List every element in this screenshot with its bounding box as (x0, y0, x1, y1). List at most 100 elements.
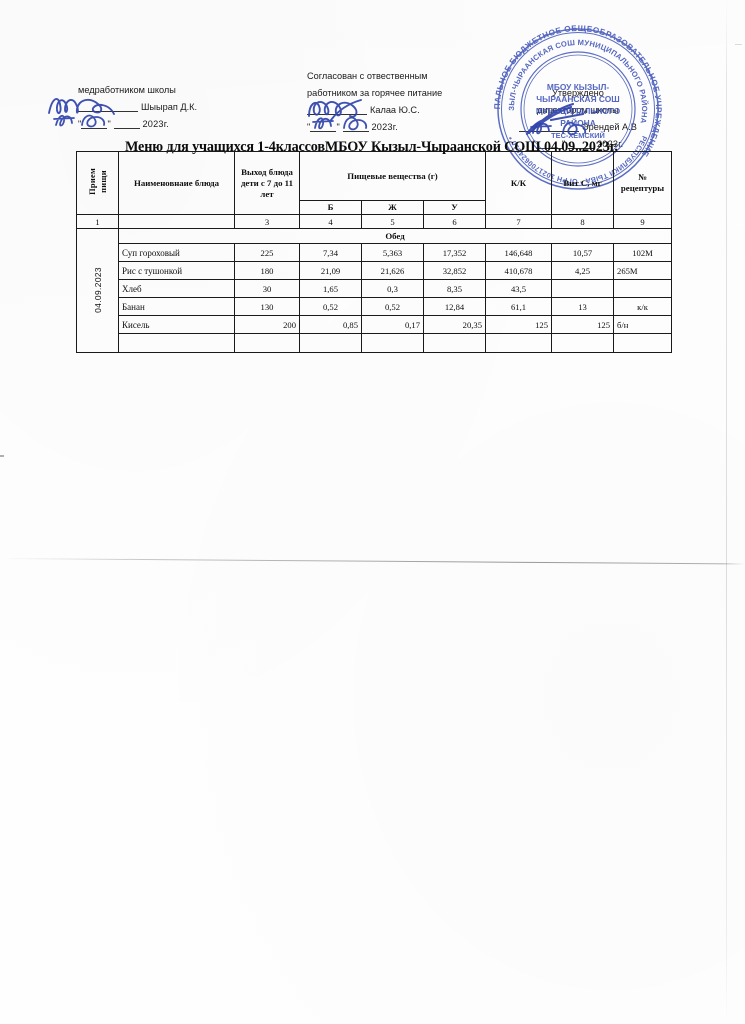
dish-protein: 1,65 (299, 279, 362, 298)
dish-fat: 21,626 (361, 261, 424, 280)
index-cell-8: 8 (551, 214, 615, 229)
scan-right-edge-line (726, 0, 727, 1024)
approval-center-year: 2023г. (371, 122, 398, 132)
table-row: Кисель 200 0,85 0,17 20,35 125 125 б/н (77, 315, 673, 334)
dish-recipe-no: к/к (613, 297, 673, 316)
empty-cell (613, 333, 673, 353)
dish-vit-c: 4,25 (551, 261, 615, 280)
signature-line (78, 100, 138, 112)
empty-cell (299, 333, 362, 353)
dish-kk: 146,648 (485, 243, 553, 262)
table-row: Суп гороховый 225 7,34 5,363 17,352 146,… (77, 243, 673, 262)
approval-right-line1: Утверждено (552, 88, 604, 98)
dish-name: Рис с тушонкой (118, 261, 235, 280)
date-month-slot (342, 120, 369, 132)
table-meal-section-row: 04.09.2023 Обед (76, 228, 673, 353)
dish-protein: 0,52 (299, 297, 362, 316)
approval-center-name: Калаа Ю.С. (370, 105, 420, 115)
signature-line (519, 120, 579, 132)
scan-fold-line (0, 558, 745, 565)
dish-protein: 7,34 (299, 243, 362, 262)
approval-center-line2: работником за горячее питание (307, 88, 443, 98)
dish-kk: 61,1 (485, 297, 553, 316)
dish-fat: 5,363 (361, 243, 424, 262)
dish-carbs: 32,852 (422, 261, 487, 280)
dish-kk: 125 (485, 315, 553, 334)
index-cell-3: 3 (234, 214, 300, 229)
dish-portion: 200 (234, 315, 300, 334)
dish-fat: 0,17 (361, 315, 424, 334)
approval-left-role: медработником школы (78, 85, 176, 95)
date-cell: 04.09.2023 (76, 228, 119, 353)
menu-table: Прием пищи Наименовнаие блюда Выход блюд… (76, 151, 673, 353)
table-row: Рис с тушонкой 180 21,09 21,626 32,852 4… (77, 261, 673, 280)
empty-cell (551, 333, 615, 353)
dish-kk: 410,678 (485, 261, 553, 280)
dish-fat: 0,3 (361, 279, 424, 298)
dish-carbs: 8,35 (422, 279, 487, 298)
dish-portion: 30 (234, 279, 300, 298)
date-day-slot (310, 120, 337, 132)
header-kk: К/К (485, 151, 553, 215)
header-carbs: У (422, 200, 487, 215)
dish-recipe-no: 265М (613, 261, 673, 280)
date-day-slot (81, 117, 108, 129)
table-row: Банан 130 0,52 0,52 12,84 61,1 13 к/к (77, 297, 673, 316)
empty-cell (118, 333, 235, 353)
dish-vit-c (551, 279, 615, 298)
dish-recipe-no: 102М (613, 243, 673, 262)
dish-name: Кисель (118, 315, 235, 334)
approval-block-center: Согласован с отвественным работником за … (307, 68, 442, 136)
index-cell-7: 7 (485, 214, 553, 229)
table-empty-row (77, 333, 673, 353)
table-index-row: 1 3 4 5 6 7 8 9 (76, 214, 673, 229)
approval-block-left: медработником школы Шыырап Д.К. " " 2023г… (78, 82, 197, 133)
index-cell-1: 1 (76, 214, 119, 229)
header-nutrients: Пищевые вещества (г) (298, 151, 487, 201)
header-portion: Выход блюда дети с 7 до 11 лет (234, 151, 300, 215)
approval-right-signature-row: Эрендей А.В (519, 119, 637, 136)
dish-kk: 43,5 (485, 279, 553, 298)
dish-carbs: 12,84 (422, 297, 487, 316)
table-header-row: Прием пищи Наименовнаие блюда Выход блюд… (76, 151, 673, 215)
dish-vit-c: 13 (551, 297, 615, 316)
index-cell-5: 5 (361, 214, 424, 229)
empty-cell (422, 333, 487, 353)
approval-left-date-row: " " 2023г. (78, 117, 169, 129)
index-cell-6: 6 (422, 214, 487, 229)
header-meal: Прием пищи (76, 151, 119, 215)
approval-center-line1: Согласован с отвественным (307, 71, 428, 81)
dish-vit-c: 10,57 (551, 243, 615, 262)
date-month-slot (113, 117, 140, 129)
header-meal-label: Прием пищи (87, 168, 108, 195)
empty-cell (485, 333, 553, 353)
header-dish-name: Наименовнаие блюда (118, 151, 235, 215)
empty-cell (361, 333, 424, 353)
approval-right-line2: директором школы (537, 105, 619, 115)
dish-portion: 180 (234, 261, 300, 280)
dish-name: Банан (118, 297, 235, 316)
empty-cell (234, 333, 300, 353)
approval-center-signature-row: Калаа Ю.С. (307, 102, 442, 119)
approval-left-signature-row: Шыырап Д.К. (78, 99, 197, 116)
dish-carbs: 20,35 (422, 315, 487, 334)
approval-left-year: 2023г. (142, 119, 169, 129)
dish-recipe-no (613, 279, 673, 298)
dish-fat: 0,52 (361, 297, 424, 316)
dish-protein: 0,85 (299, 315, 362, 334)
dish-protein: 21,09 (299, 261, 362, 280)
meal-section-label: Обед (117, 228, 673, 244)
index-cell-9: 9 (613, 214, 673, 229)
header-protein: Б (299, 200, 362, 215)
scan-edge-mark-right (735, 44, 742, 45)
dish-portion: 130 (234, 297, 300, 316)
header-recipe-no: № рецептуры (613, 151, 673, 215)
header-fat: Ж (361, 200, 424, 215)
dish-vit-c: 125 (551, 315, 615, 334)
dish-name: Суп гороховый (118, 243, 235, 262)
approval-left-name: Шыырап Д.К. (141, 102, 198, 112)
dish-portion: 225 (234, 243, 300, 262)
signature-line (307, 103, 367, 115)
scan-edge-mark-left (0, 455, 4, 457)
